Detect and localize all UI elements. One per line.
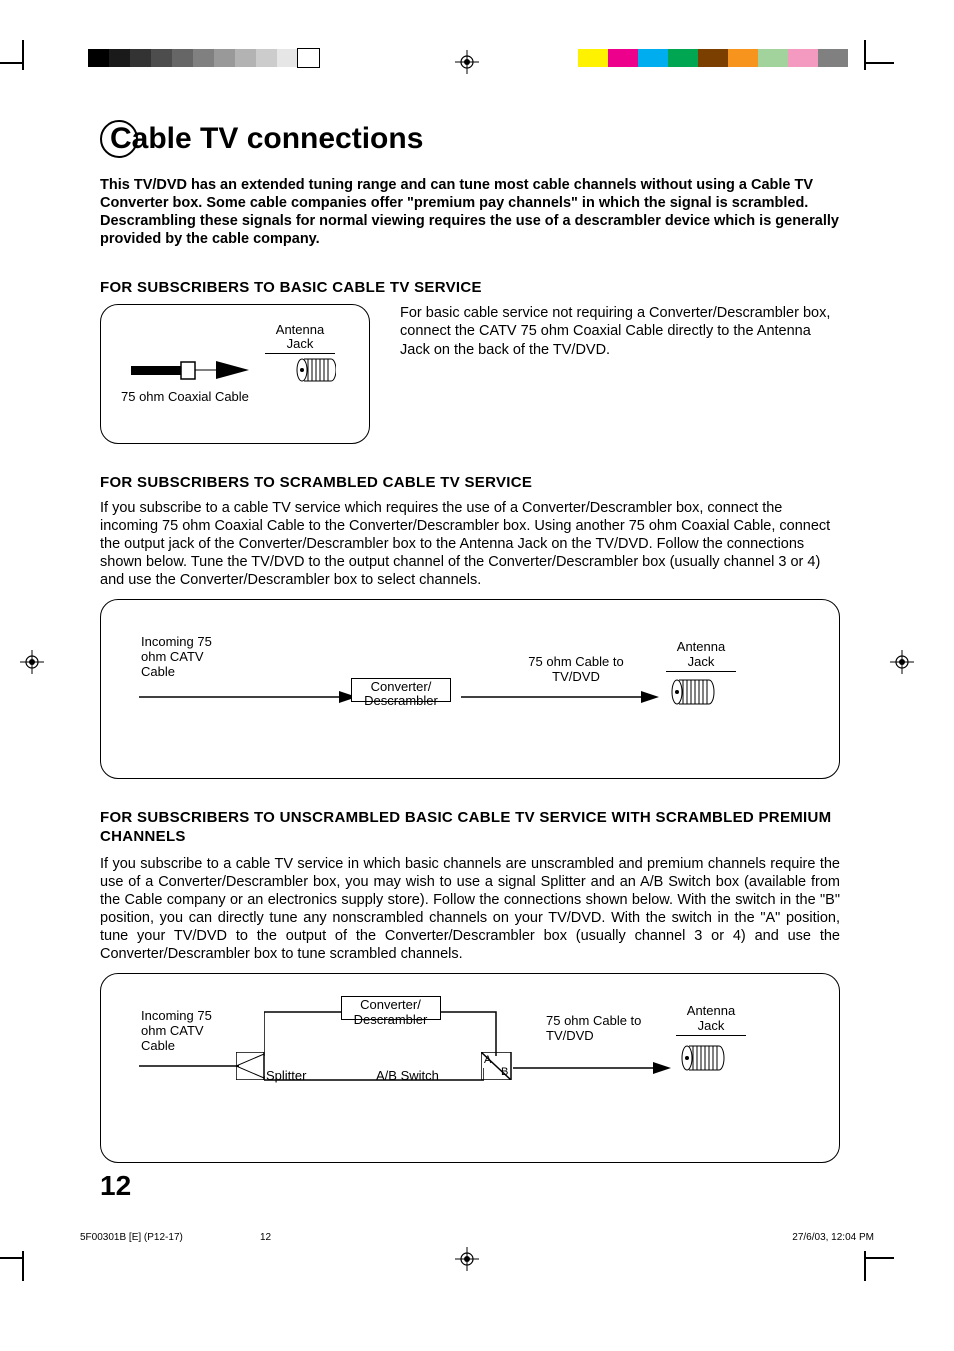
registration-mark-icon	[455, 1247, 479, 1271]
page-number: 12	[100, 1170, 131, 1202]
label-incoming-cable: Incoming 75 ohm CATV Cable	[141, 1009, 231, 1054]
antenna-jack-icon	[681, 1044, 725, 1072]
crop-mark	[866, 1257, 894, 1259]
label-ab-switch: A/B Switch	[376, 1069, 439, 1084]
diagram-basic: Antenna Jack 75 ohm Coaxial Cable	[100, 304, 370, 444]
crop-mark	[864, 40, 866, 70]
arrow-right-icon	[139, 685, 359, 709]
color-bar	[578, 49, 848, 67]
crop-mark	[0, 1257, 24, 1259]
label-b: B	[501, 1066, 508, 1079]
label-cable-to-tv: 75 ohm Cable to TV/DVD	[546, 1014, 656, 1044]
antenna-jack-icon	[671, 678, 715, 706]
antenna-jack-icon	[296, 357, 336, 383]
title-row: Cable TV connections	[100, 120, 840, 158]
crop-mark	[0, 62, 24, 64]
label-incoming-cable: Incoming 75 ohm CATV Cable	[141, 635, 231, 680]
section3-body: If you subscribe to a cable TV service i…	[100, 855, 840, 964]
label-antenna-jack: Antenna Jack	[666, 640, 736, 672]
arrow-right-icon	[513, 1056, 673, 1080]
line-up-icon	[264, 1006, 344, 1066]
footer-date: 27/6/03, 12:04 PM	[792, 1232, 874, 1243]
page-title: Cable TV connections	[110, 122, 423, 156]
label-converter: Converter/ Descrambler	[341, 680, 461, 709]
registration-mark-icon	[890, 650, 914, 674]
page-content: Cable TV connections This TV/DVD has an …	[100, 120, 840, 1193]
crop-mark	[22, 1251, 24, 1281]
diagram-premium: Incoming 75 ohm CATV Cable Splitter Conv…	[100, 973, 840, 1163]
grayscale-bar	[88, 49, 319, 67]
section1-body: For basic cable service not requiring a …	[400, 304, 840, 361]
intro-text: This TV/DVD has an extended tuning range…	[100, 176, 840, 249]
crop-mark	[866, 62, 894, 64]
section2-heading: FOR SUBSCRIBERS TO SCRAMBLED CABLE TV SE…	[100, 474, 840, 491]
label-a: A	[484, 1054, 491, 1067]
section1-heading: FOR SUBSCRIBERS TO BASIC CABLE TV SERVIC…	[100, 279, 840, 296]
crop-mark	[864, 1251, 866, 1281]
registration-mark-icon	[20, 650, 44, 674]
diagram-scrambled: Incoming 75 ohm CATV Cable Converter/ De…	[100, 599, 840, 779]
line-icon	[264, 1068, 484, 1084]
label-antenna-jack: Antenna Jack	[676, 1004, 746, 1036]
section2-body: If you subscribe to a cable TV service w…	[100, 499, 840, 590]
footer-page: 12	[260, 1232, 271, 1243]
registration-mark-icon	[455, 50, 479, 74]
label-antenna-jack: Antenna Jack	[265, 323, 335, 355]
section3-heading: FOR SUBSCRIBERS TO UNSCRAMBLED BASIC CAB…	[100, 809, 840, 847]
label-cable-to-tv: 75 ohm Cable to TV/DVD	[511, 655, 641, 685]
footer-code: 5F00301B [E] (P12-17)	[80, 1232, 183, 1243]
arrow-right-icon	[461, 685, 661, 709]
label-converter: Converter/ Descrambler	[333, 998, 448, 1027]
line-icon	[139, 1054, 239, 1078]
section1-row: Antenna Jack 75 ohm Coaxial Cable For ba…	[100, 304, 840, 444]
crop-mark	[22, 40, 24, 70]
footer: 5F00301B [E] (P12-17) 12 27/6/03, 12:04 …	[80, 1232, 874, 1243]
label-coax-cable: 75 ohm Coaxial Cable	[121, 390, 249, 405]
